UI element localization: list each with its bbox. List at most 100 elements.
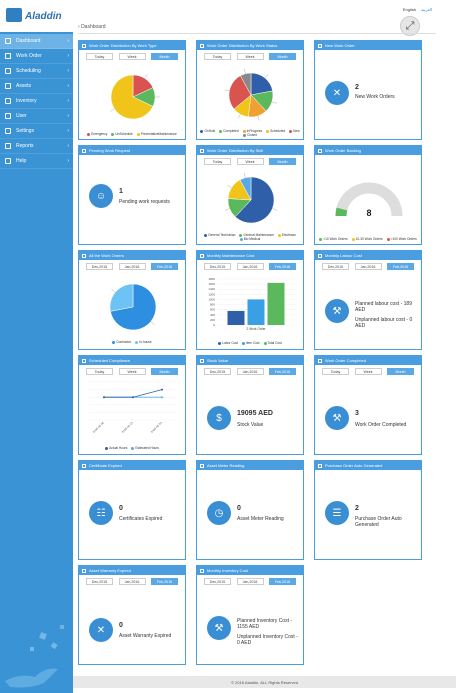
legend-label: UnSchedule	[115, 132, 133, 136]
sidebar-item-settings[interactable]: Settings ›	[0, 124, 73, 139]
legend-swatch	[243, 133, 247, 137]
stat-count: 2	[355, 505, 359, 512]
legend-swatch	[135, 340, 139, 344]
legend-label: Total Cost	[267, 341, 282, 345]
help-icon	[5, 158, 11, 164]
stat-count: 0	[119, 505, 123, 512]
calendar-x-icon: ✕	[325, 81, 349, 105]
gauge-chart: 8	[335, 182, 403, 218]
tab-today[interactable]: Today	[86, 53, 113, 60]
sidebar-item-work-order[interactable]: Work Order ›	[0, 49, 73, 64]
legend-item: UnSchedule	[111, 132, 133, 136]
tab-feb-2016[interactable]: Feb,2016	[387, 263, 414, 270]
tab-month[interactable]: Month	[151, 53, 178, 60]
tab-jan-2016[interactable]: Jan,2016	[118, 578, 146, 585]
tab-feb-2016[interactable]: Feb,2016	[151, 263, 178, 270]
widget-title: New Work Order	[315, 41, 421, 50]
tab-jan-2016[interactable]: Jan,2016	[236, 263, 264, 270]
widget-title: Asset Meter Reading	[197, 461, 303, 470]
tab-dec-2015[interactable]: Dec,2015	[322, 263, 349, 270]
tab-dec-2015[interactable]: Dec,2015	[86, 263, 113, 270]
legend-swatch	[200, 129, 204, 133]
user-icon	[5, 113, 11, 119]
list-icon	[318, 43, 322, 48]
legend-item: Estimated Hours	[131, 446, 159, 450]
sidebar-item-dashboard[interactable]: Dashboard ›	[0, 34, 73, 49]
logo[interactable]: Aladdin	[0, 0, 73, 32]
pie-chart	[110, 74, 160, 120]
pie-slice	[234, 176, 275, 224]
tab-month[interactable]: Month	[269, 53, 296, 60]
stat-count: 0	[237, 505, 241, 512]
stat-label: New Work Orders	[355, 94, 395, 100]
tab-month[interactable]: Month	[151, 368, 178, 375]
legend-swatch	[239, 233, 243, 237]
legend-swatch	[136, 132, 140, 136]
sidebar-item-user[interactable]: User ›	[0, 109, 73, 124]
legend-item: Actual Hours	[105, 446, 127, 450]
pie-leader-line	[110, 108, 115, 112]
lang-arabic[interactable]: العربية	[421, 7, 432, 12]
breadcrumb-item[interactable]: Dashboard	[81, 24, 106, 30]
chart-icon	[5, 143, 11, 149]
chevron-right-icon: ›	[67, 98, 69, 104]
title-text: Work Order Distribution By Work Type	[89, 43, 157, 48]
legend-item: New	[289, 129, 300, 133]
tab-today[interactable]: Today	[86, 368, 113, 375]
tab-jan-2016[interactable]: Jan,2016	[236, 368, 264, 375]
data-point	[161, 396, 163, 399]
tab-month[interactable]: Month	[387, 368, 414, 375]
title-text: Asset Warranty Expired	[89, 568, 131, 573]
title-text: New Work Order	[325, 43, 355, 48]
lang-english[interactable]: English	[402, 7, 416, 12]
sidebar-item-inventory[interactable]: Inventory ›	[0, 94, 73, 109]
tab-week[interactable]: Week	[118, 53, 146, 60]
sidebar-item-help[interactable]: Help ›	[0, 154, 73, 169]
tab-dec-2015[interactable]: Dec,2015	[204, 578, 231, 585]
tab-month[interactable]: Month	[269, 158, 296, 165]
tab-jan-2016[interactable]: Jan,2016	[118, 263, 146, 270]
tab-dec-2015[interactable]: Dec,2015	[204, 263, 231, 270]
tab-week[interactable]: Week	[236, 158, 264, 165]
tab-dec-2015[interactable]: Dec,2015	[86, 578, 113, 585]
gauge-fill	[335, 207, 348, 217]
title-text: Monthly Labour Cost	[325, 253, 362, 258]
tab-today[interactable]: Today	[322, 368, 349, 375]
pie-leader-line	[244, 68, 246, 74]
fullscreen-button[interactable]: ⤢	[400, 16, 420, 36]
stat-count: 0	[119, 622, 123, 629]
legend-label: Bio Medical	[243, 237, 261, 241]
tab-today[interactable]: Today	[204, 158, 231, 165]
sidebar-item-scheduling[interactable]: Scheduling ›	[0, 64, 73, 79]
sidebar-item-label: Scheduling	[16, 68, 41, 74]
tab-feb-2016[interactable]: Feb,2016	[269, 578, 296, 585]
unplanned-cost: Unplanned labour cost - 0 AED	[355, 317, 413, 329]
tab-jan-2016[interactable]: Jan,2016	[236, 578, 264, 585]
tab-feb-2016[interactable]: Feb,2016	[269, 263, 296, 270]
title-text: Monthly Inventory Cost	[207, 568, 248, 573]
sidebar-item-reports[interactable]: Reports ›	[0, 139, 73, 154]
tab-week[interactable]: Week	[236, 53, 264, 60]
sidebar-item-label: Assets	[16, 83, 32, 89]
legend-swatch	[386, 237, 390, 241]
tab-week[interactable]: Week	[354, 368, 382, 375]
legend-item: >10 Work Orders	[319, 237, 348, 241]
sidebar-item-assets[interactable]: Assets ›	[0, 79, 73, 94]
pie-leader-line	[227, 184, 232, 188]
legend-label: Scheduled	[270, 129, 286, 133]
tab-feb-2016[interactable]: Feb,2016	[269, 368, 296, 375]
legend-label: Closed	[247, 133, 257, 137]
tab-dec-2015[interactable]: Dec,2015	[204, 368, 231, 375]
tab-week[interactable]: Week	[118, 368, 146, 375]
breadcrumb: › Dashboard	[78, 24, 106, 30]
document-icon: ☰	[325, 501, 349, 525]
tab-today[interactable]: Today	[204, 53, 231, 60]
tab-feb-2016[interactable]: Feb,2016	[151, 578, 178, 585]
y-tick-label: 0	[213, 323, 215, 327]
legend-label: In-house	[139, 340, 152, 344]
legend-label: >100 Work Orders	[390, 237, 417, 241]
widget-scheduled-compliance: Scheduled Compliance Today Week Month 20…	[78, 355, 186, 455]
pie-slice	[110, 74, 154, 120]
tab-jan-2016[interactable]: Jan,2016	[354, 263, 382, 270]
